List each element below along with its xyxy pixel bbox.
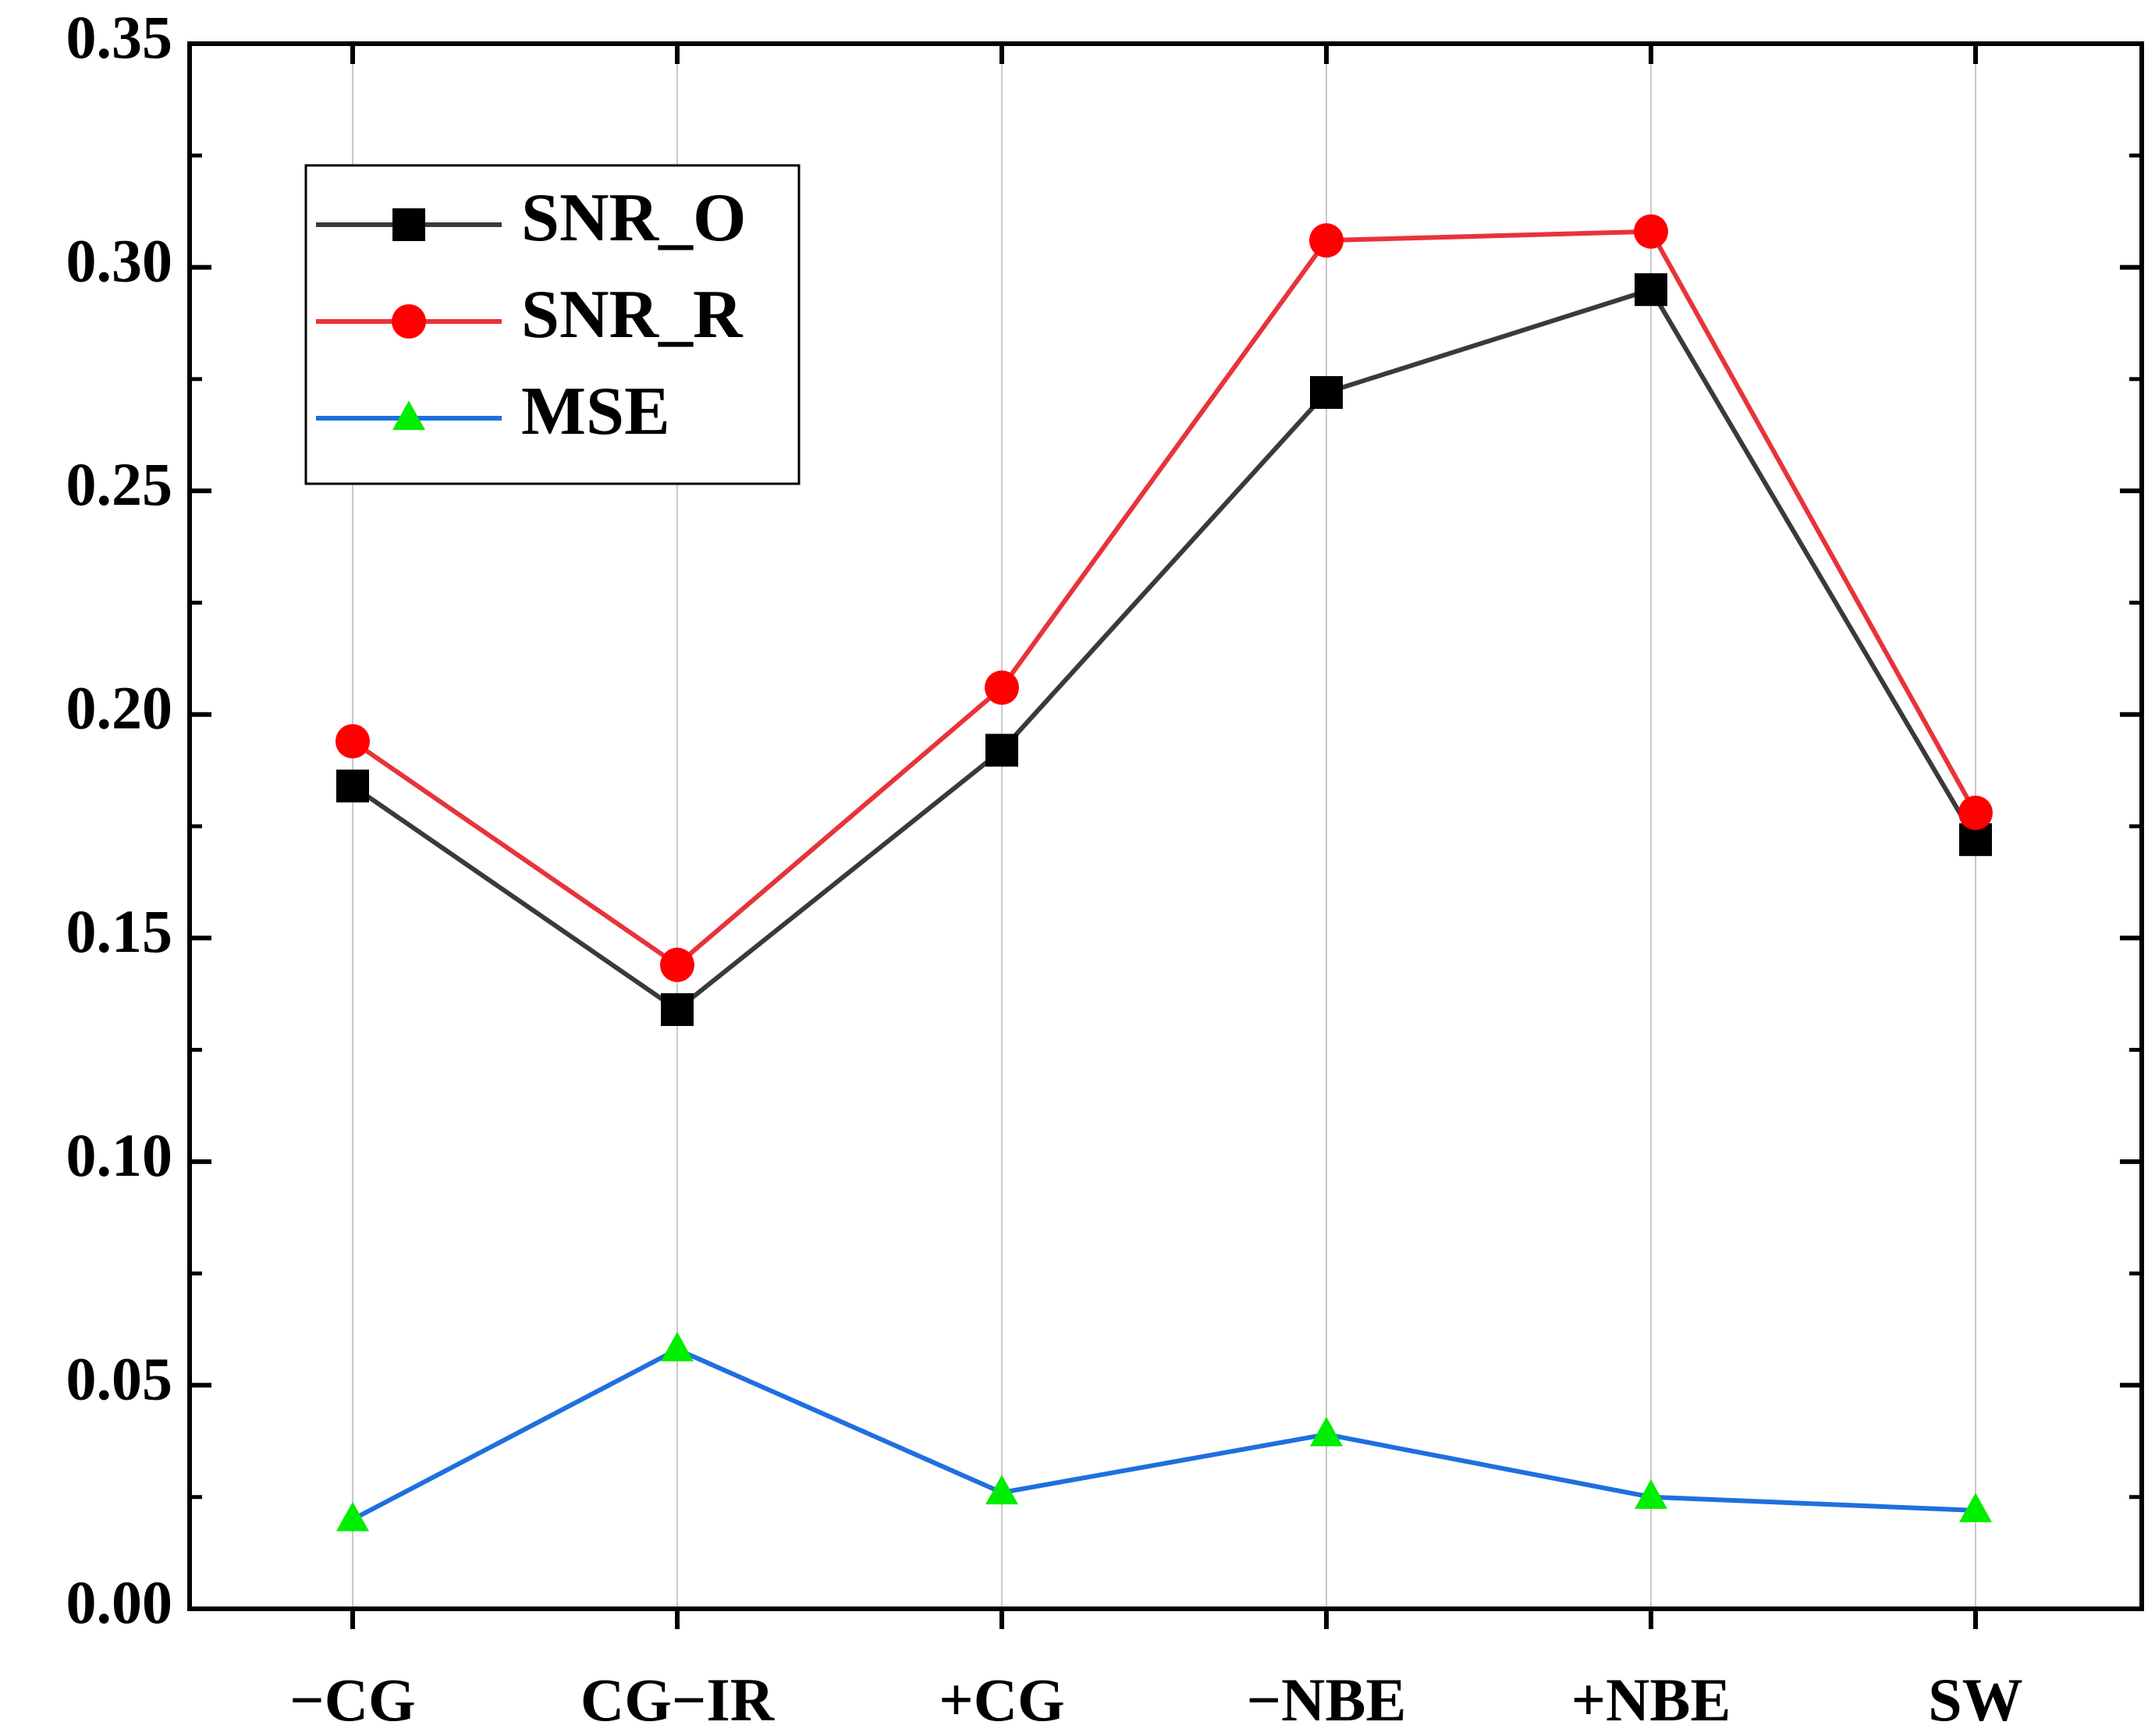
data-point <box>661 1331 694 1361</box>
series-line <box>351 287 1978 1012</box>
data-point <box>336 1501 369 1532</box>
data-point <box>1635 1479 1667 1509</box>
data-point <box>985 733 1018 767</box>
legend-label: SNR_R <box>521 277 744 353</box>
y-tick-label: 0.20 <box>66 674 173 742</box>
series-layer <box>335 214 1993 1532</box>
y-tick-label: 0.35 <box>66 3 173 71</box>
y-tick-label: 0.05 <box>66 1344 173 1412</box>
x-tick-label: −NBE <box>1247 1666 1407 1734</box>
series-line <box>351 1347 1976 1522</box>
legend-label: SNR_O <box>521 180 747 256</box>
data-point <box>1634 214 1668 249</box>
data-point <box>1958 795 1993 830</box>
series-line <box>351 229 1978 967</box>
data-point <box>335 724 370 759</box>
legend-entry: SNR_O <box>316 180 747 256</box>
data-point <box>1635 273 1667 307</box>
series-snr-r <box>335 214 1993 982</box>
axes: 0.00 0.05 0.10 0.15 0.20 0.25 0.30 0.35 −CG CG−IR… <box>66 3 2142 1734</box>
legend-label: MSE <box>521 374 670 449</box>
x-tick-label: +CG <box>939 1666 1064 1734</box>
legend-marker <box>392 208 425 241</box>
y-tick-label: 0.25 <box>66 450 173 518</box>
series-mse <box>336 1331 1992 1532</box>
y-tick-label: 0.15 <box>66 897 173 965</box>
y-tick-label: 0.30 <box>66 226 173 294</box>
data-point <box>1959 1493 1992 1523</box>
x-tick-label: +NBE <box>1571 1666 1731 1734</box>
data-point <box>1309 223 1344 258</box>
x-tick-label: −CG <box>289 1666 415 1734</box>
data-point <box>985 1475 1018 1505</box>
series-snr-o <box>336 273 1992 1026</box>
legend: SNR_O SNR_R MSE <box>304 164 801 485</box>
y-tick-label: 0.10 <box>66 1121 173 1189</box>
data-point <box>1310 376 1343 410</box>
data-point <box>660 947 694 982</box>
legend-entry: MSE <box>316 374 670 449</box>
y-tick-label: 0.00 <box>66 1568 173 1636</box>
legend-box <box>304 164 801 485</box>
legend-marker <box>392 400 425 431</box>
data-point <box>336 769 369 803</box>
data-point <box>661 992 694 1026</box>
data-point <box>985 670 1019 705</box>
x-tick-label: CG−IR <box>580 1666 776 1734</box>
x-tick-label: SW <box>1928 1666 2022 1734</box>
legend-entry: SNR_R <box>316 277 744 353</box>
legend-marker <box>392 304 426 339</box>
data-point <box>1310 1416 1343 1447</box>
